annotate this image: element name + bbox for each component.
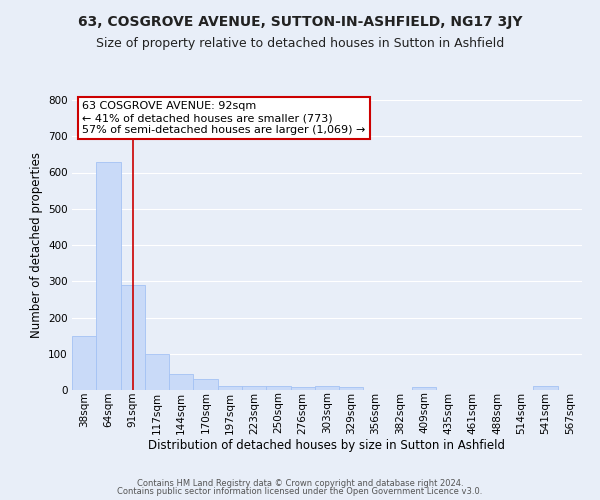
Bar: [290, 387, 315, 390]
Text: Size of property relative to detached houses in Sutton in Ashfield: Size of property relative to detached ho…: [96, 38, 504, 51]
Bar: [339, 387, 364, 390]
Bar: [242, 386, 266, 390]
Text: Contains public sector information licensed under the Open Government Licence v3: Contains public sector information licen…: [118, 487, 482, 496]
Bar: [533, 386, 558, 390]
Bar: [412, 387, 436, 390]
Bar: [218, 386, 242, 390]
Y-axis label: Number of detached properties: Number of detached properties: [29, 152, 43, 338]
Bar: [121, 285, 145, 390]
Bar: [96, 162, 121, 390]
Bar: [315, 386, 339, 390]
Bar: [145, 354, 169, 390]
Text: 63 COSGROVE AVENUE: 92sqm
← 41% of detached houses are smaller (773)
57% of semi: 63 COSGROVE AVENUE: 92sqm ← 41% of detac…: [82, 102, 365, 134]
Bar: [193, 379, 218, 390]
X-axis label: Distribution of detached houses by size in Sutton in Ashfield: Distribution of detached houses by size …: [149, 439, 505, 452]
Bar: [169, 374, 193, 390]
Bar: [266, 386, 290, 390]
Text: Contains HM Land Registry data © Crown copyright and database right 2024.: Contains HM Land Registry data © Crown c…: [137, 478, 463, 488]
Text: 63, COSGROVE AVENUE, SUTTON-IN-ASHFIELD, NG17 3JY: 63, COSGROVE AVENUE, SUTTON-IN-ASHFIELD,…: [78, 15, 522, 29]
Bar: [72, 336, 96, 390]
